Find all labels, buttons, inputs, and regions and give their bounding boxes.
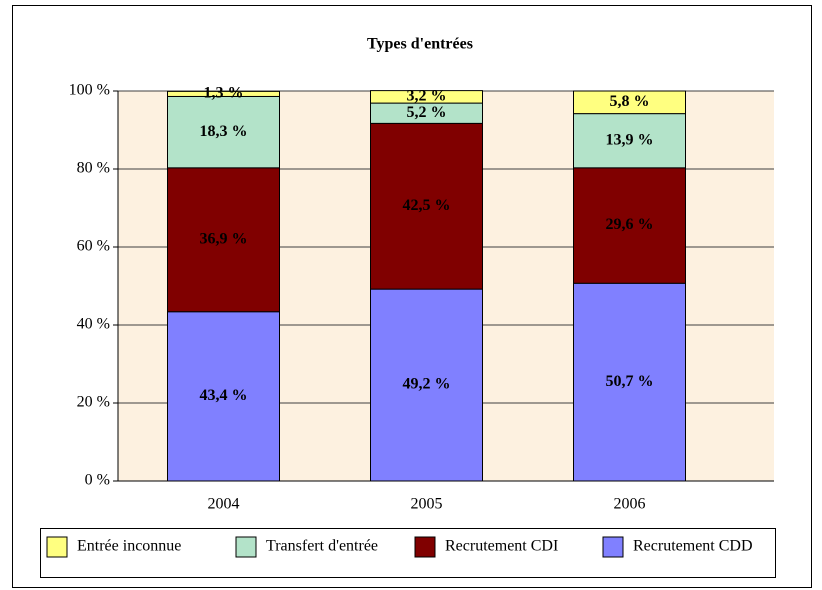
y-tick-label: 0 % (85, 472, 110, 489)
bar-segment (573, 113, 686, 169)
data-label: 36,9 % (200, 230, 248, 247)
y-tick-label: 40 % (77, 316, 110, 333)
legend-swatch (235, 536, 257, 558)
legend (40, 528, 776, 578)
y-tick-label: 20 % (77, 394, 110, 411)
x-tick-label: 2006 (614, 496, 646, 513)
y-tick-label: 80 % (77, 160, 110, 177)
bar-segment (370, 90, 483, 104)
legend-swatch (414, 536, 436, 558)
data-label: 5,8 % (610, 93, 650, 110)
bar-segment (370, 122, 483, 290)
legend-swatch (46, 536, 68, 558)
data-label: 13,9 % (606, 131, 654, 148)
legend-label: Recrutement CDI (445, 538, 558, 555)
data-label: 43,4 % (200, 387, 248, 404)
x-tick-label: 2005 (411, 496, 443, 513)
legend-label: Recrutement CDD (633, 538, 753, 555)
y-tick-label: 60 % (77, 238, 110, 255)
data-label: 42,5 % (403, 197, 451, 214)
bar-segment (573, 90, 686, 115)
data-label: 50,7 % (606, 373, 654, 390)
data-label: 5,2 % (407, 104, 447, 121)
legend-label: Transfert d'entrée (266, 538, 378, 555)
data-label: 18,3 % (200, 123, 248, 140)
y-tick-label: 100 % (69, 82, 110, 99)
data-label: 1,3 % (204, 85, 244, 102)
legend-label: Entrée inconnue (77, 538, 181, 555)
bar-segment (370, 288, 483, 482)
data-label: 29,6 % (606, 216, 654, 233)
bar-segment (573, 167, 686, 284)
bar-segment (167, 90, 280, 97)
data-label: 3,2 % (407, 88, 447, 105)
chart-title: Types d'entrées (367, 36, 473, 53)
legend-swatch (602, 536, 624, 558)
data-label: 49,2 % (403, 376, 451, 393)
bar-segment (167, 311, 280, 482)
bar-segment (167, 167, 280, 313)
x-tick-label: 2004 (208, 496, 240, 513)
bar-segment (573, 282, 686, 482)
bar-segment (167, 95, 280, 169)
